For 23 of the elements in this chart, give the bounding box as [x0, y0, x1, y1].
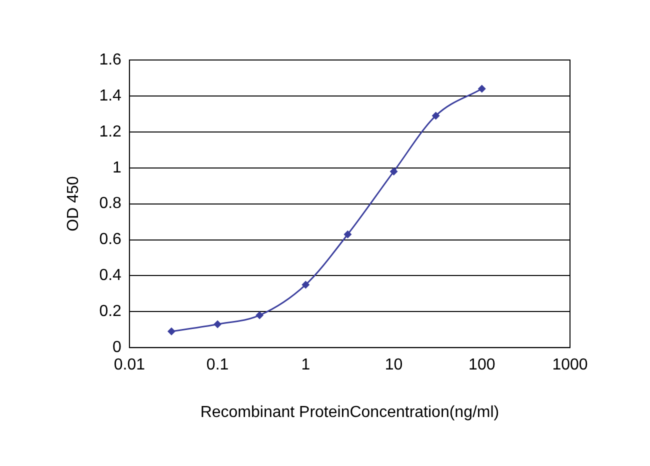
point [302, 280, 310, 289]
y-tick-label: 0.8 [99, 195, 122, 212]
point [344, 230, 352, 238]
x-tick-label: 0.01 [114, 356, 146, 374]
x-tick-label: 100 [468, 356, 496, 374]
y-tick-label: 1.4 [99, 87, 122, 104]
y-tick-label: 1.6 [99, 51, 122, 68]
y-tick-label: 0.6 [99, 231, 122, 248]
y-tick-label: 0.2 [99, 303, 122, 320]
point [478, 84, 486, 93]
point [256, 311, 264, 320]
y-tick-label: 0.4 [99, 267, 122, 284]
x-tick-label: 10 [384, 356, 403, 374]
y-tick-label: 1 [112, 159, 122, 176]
point [167, 327, 176, 336]
y-axis-title: OD 450 [65, 176, 82, 232]
y-tick-label: 1.2 [99, 123, 122, 140]
x-tick-label: 1000 [552, 356, 588, 374]
y-tick-label: 0 [112, 339, 122, 356]
x-axis-title: Recombinant ProteinConcentration(ng/ml) [200, 404, 500, 421]
x-tick-label: 0.1 [206, 356, 229, 374]
x-tick-label: 1 [301, 356, 310, 374]
point [390, 167, 398, 176]
